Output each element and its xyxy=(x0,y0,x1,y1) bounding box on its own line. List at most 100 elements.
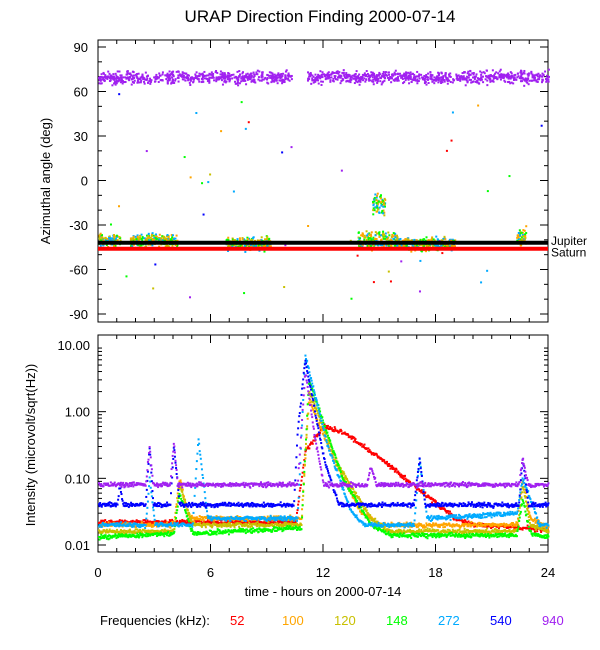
intensity-point-100 xyxy=(277,515,280,518)
intensity-point-52 xyxy=(506,525,509,528)
intensity-point-52 xyxy=(447,510,450,513)
direction-point xyxy=(345,76,348,79)
direction-point xyxy=(149,79,152,82)
intensity-point-52 xyxy=(512,525,515,528)
direction-point xyxy=(262,78,265,81)
direction-point xyxy=(163,237,166,240)
intensity-point-100 xyxy=(199,519,202,522)
intensity-point-52 xyxy=(178,521,181,524)
direction-point xyxy=(98,76,101,79)
direction-point xyxy=(517,236,520,239)
direction-point xyxy=(202,213,205,216)
intensity-point-52 xyxy=(304,450,307,453)
intensity-point-52 xyxy=(161,520,163,523)
direction-point xyxy=(132,243,135,246)
direction-point xyxy=(247,121,250,124)
intensity-point-100 xyxy=(470,520,473,523)
intensity-point-100 xyxy=(371,517,374,520)
direction-point xyxy=(194,73,197,76)
intensity-point-120 xyxy=(248,521,251,524)
direction-point xyxy=(328,75,331,78)
direction-point xyxy=(223,72,226,75)
direction-point xyxy=(112,237,115,240)
intensity-point-52 xyxy=(366,450,369,453)
direction-point xyxy=(372,281,375,284)
direction-point xyxy=(171,244,174,247)
direction-point xyxy=(101,236,104,239)
intensity-point-100 xyxy=(175,503,178,506)
direction-point xyxy=(377,244,380,247)
direction-point xyxy=(445,76,448,79)
direction-point xyxy=(171,239,174,242)
direction-point xyxy=(114,72,117,75)
direction-point xyxy=(382,209,385,212)
direction-point xyxy=(448,238,451,241)
intensity-point-100 xyxy=(301,498,304,501)
direction-point xyxy=(537,78,540,81)
direction-point xyxy=(436,75,439,78)
intensity-point-120 xyxy=(148,531,151,534)
intensity-point-52 xyxy=(183,519,186,522)
intensity-point-100 xyxy=(463,524,466,527)
intensity-point-52 xyxy=(420,489,423,492)
intensity-point-52 xyxy=(333,426,336,429)
intensity-point-120 xyxy=(291,526,294,529)
direction-point xyxy=(424,239,427,242)
direction-point xyxy=(381,244,384,247)
direction-point xyxy=(276,82,279,85)
intensity-point-120 xyxy=(136,528,139,531)
intensity-point-52 xyxy=(462,520,465,523)
direction-point xyxy=(237,245,240,248)
intensity-point-100 xyxy=(326,443,329,446)
direction-point xyxy=(131,75,134,78)
direction-point xyxy=(505,75,508,78)
direction-point xyxy=(376,192,379,195)
direction-point xyxy=(208,81,211,84)
direction-point xyxy=(519,238,522,241)
direction-point xyxy=(434,77,437,80)
intensity-point-120 xyxy=(310,395,313,398)
direction-point xyxy=(446,79,449,82)
direction-point xyxy=(312,75,315,78)
direction-point xyxy=(233,76,236,79)
direction-point xyxy=(535,73,538,76)
direction-point xyxy=(403,72,406,75)
intensity-point-52 xyxy=(98,521,100,524)
direction-point xyxy=(251,244,254,247)
direction-point xyxy=(447,245,450,248)
direction-point xyxy=(201,76,204,79)
intensity-point-52 xyxy=(533,530,536,533)
intensity-point-52 xyxy=(303,459,306,462)
direction-point xyxy=(170,234,173,237)
direction-point xyxy=(204,77,207,80)
intensity-point-52 xyxy=(419,490,422,493)
direction-point xyxy=(244,79,247,82)
intensity-point-100 xyxy=(422,526,424,529)
intensity-point-100 xyxy=(383,521,386,524)
direction-point xyxy=(331,71,334,74)
intensity-point-100 xyxy=(360,511,363,514)
intensity-point-100 xyxy=(527,510,530,513)
intensity-point-100 xyxy=(438,525,441,528)
direction-point xyxy=(327,77,330,80)
direction-point xyxy=(387,236,390,239)
direction-point xyxy=(143,78,146,81)
intensity-point-120 xyxy=(144,530,147,533)
intensity-point-52 xyxy=(325,424,328,427)
intensity-point-52 xyxy=(389,465,392,468)
direction-point xyxy=(241,244,244,247)
direction-point xyxy=(382,205,385,208)
direction-point xyxy=(278,79,281,82)
direction-point xyxy=(508,175,511,178)
intensity-point-100 xyxy=(229,518,232,521)
intensity-point-100 xyxy=(491,522,494,525)
direction-point xyxy=(250,74,253,77)
direction-point xyxy=(218,77,221,80)
intensity-point-120 xyxy=(257,523,260,526)
direction-point xyxy=(133,238,136,241)
direction-point xyxy=(152,287,155,290)
direction-point xyxy=(118,93,121,96)
intensity-point-52 xyxy=(209,520,212,523)
direction-point xyxy=(398,245,401,248)
direction-point xyxy=(170,71,173,74)
